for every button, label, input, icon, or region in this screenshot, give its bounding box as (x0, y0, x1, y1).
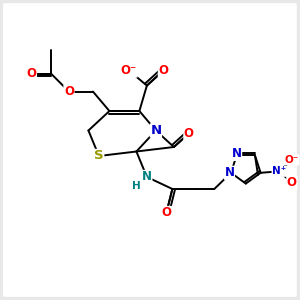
Text: N: N (224, 166, 235, 179)
Text: O: O (184, 127, 194, 140)
FancyBboxPatch shape (3, 3, 297, 297)
Text: O: O (158, 64, 168, 77)
Text: O: O (287, 176, 297, 189)
Text: S: S (94, 149, 104, 163)
Text: O: O (26, 67, 37, 80)
Text: O: O (161, 206, 171, 219)
Text: N: N (150, 124, 161, 137)
Text: O⁻: O⁻ (285, 155, 299, 165)
Text: N: N (142, 170, 152, 184)
Text: N: N (232, 147, 242, 161)
Text: O⁻: O⁻ (121, 64, 137, 77)
Text: O: O (64, 85, 74, 98)
Text: H: H (132, 181, 141, 191)
Text: N⁺: N⁺ (272, 166, 286, 176)
